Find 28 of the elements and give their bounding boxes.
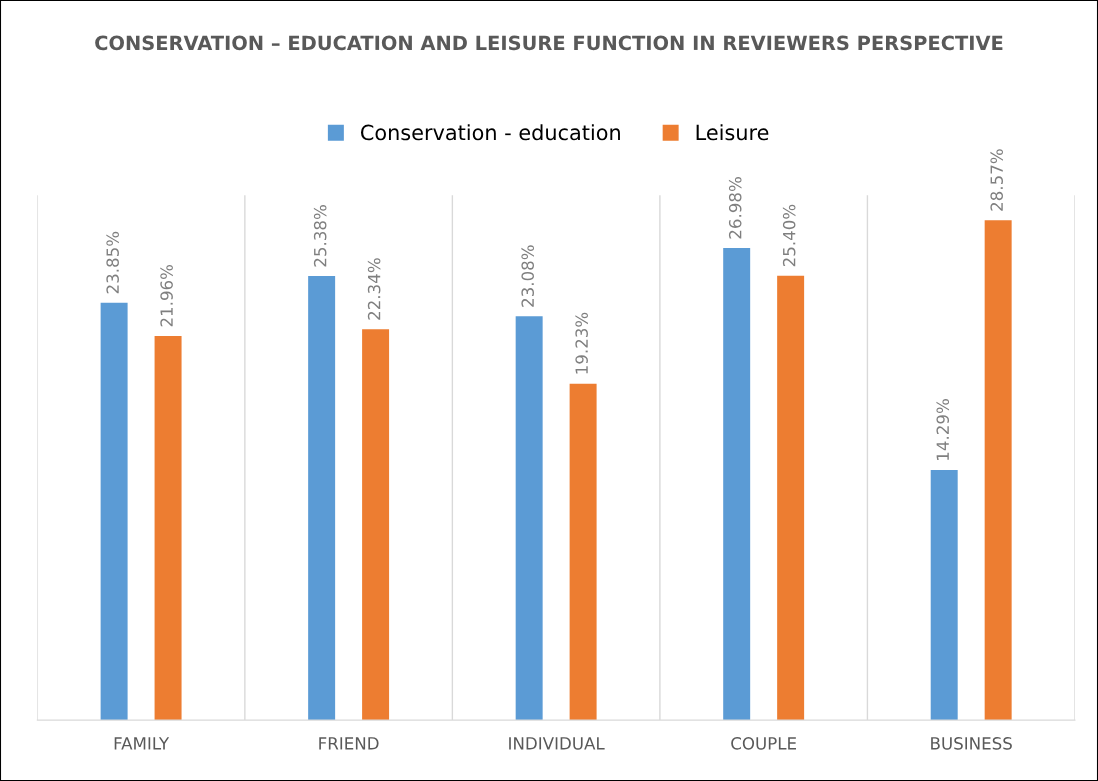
x-tick-label: BUSINESS — [931, 737, 1012, 750]
data-label: 21.96% — [160, 264, 173, 327]
bar — [515, 316, 543, 721]
data-label: 25.38% — [313, 205, 327, 267]
x-tick-label: INDIVIDUAL — [509, 737, 605, 750]
data-label: 28.57% — [990, 149, 1003, 211]
data-label: 26.98% — [728, 177, 742, 239]
legend-label: Leisure — [696, 124, 769, 141]
data-label: 23.85% — [106, 231, 119, 294]
bar — [362, 329, 390, 721]
bar — [100, 302, 128, 721]
bar — [777, 275, 805, 721]
x-tick-label: COUPLE — [731, 737, 796, 750]
x-tick-label: FAMILY — [114, 737, 170, 750]
bar — [569, 383, 597, 721]
x-tick-label: FRIEND — [319, 737, 379, 750]
chart-title: CONSERVATION – EDUCATION AND LEISURE FUNCTION IN REVIEWERS PERSPECTIVE — [95, 35, 1003, 51]
data-label: 22.34% — [367, 258, 381, 320]
bar — [723, 248, 751, 721]
bar — [984, 220, 1012, 721]
data-label: 19.23% — [575, 312, 588, 374]
data-label: 14.29% — [936, 399, 950, 460]
legend-label: Conservation - education — [360, 124, 620, 141]
bar — [154, 335, 182, 721]
bar — [308, 276, 336, 721]
data-label: 25.40% — [782, 204, 796, 267]
data-label: 23.08% — [521, 245, 534, 307]
bar — [930, 470, 958, 721]
